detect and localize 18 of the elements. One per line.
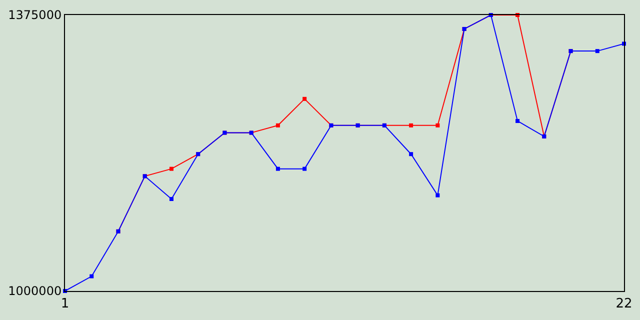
point [436, 193, 440, 198]
point [169, 197, 174, 201]
y-tick-label: 1000000 [8, 284, 62, 298]
point [409, 123, 414, 128]
line-series [63, 13, 626, 293]
point [276, 123, 280, 128]
point [276, 166, 280, 171]
x-tick-label: 22 [616, 296, 632, 312]
point [516, 118, 520, 123]
x-tick-label: 1 [60, 296, 70, 312]
point [90, 274, 94, 278]
point [302, 166, 307, 171]
point [302, 96, 307, 101]
y-tick-label: 1375000 [8, 8, 62, 22]
point [169, 166, 174, 171]
point [436, 123, 440, 128]
point [409, 152, 414, 156]
point [595, 49, 600, 54]
